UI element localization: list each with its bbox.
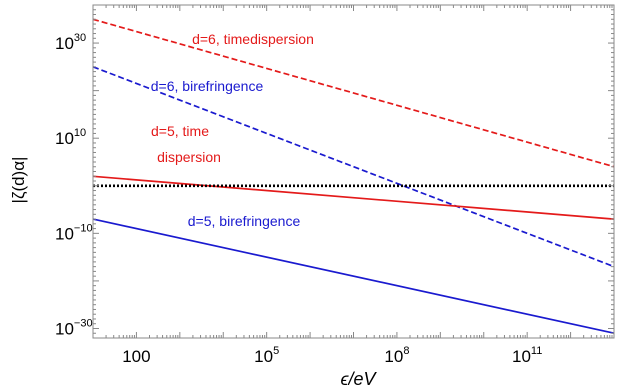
y-tick-label: 10−30	[55, 317, 93, 338]
annotation-label: d=6, timedispersion	[192, 31, 314, 47]
series-line-3	[92, 218, 615, 335]
y-ticks: 1030 1010 10−10 10−30	[55, 4, 614, 339]
x-tick-label: 100	[122, 347, 150, 366]
series-layer	[92, 18, 615, 335]
annotation-label: d=6, birefringence	[151, 78, 264, 94]
series-line-0	[92, 18, 615, 168]
annotation-layer: d=6, timedispersion d=6, birefringence d=5…	[149, 29, 316, 231]
x-tick-label: 1011	[512, 345, 542, 366]
y-axis-label: |ζ(d)α|	[9, 157, 28, 204]
x-axis-label: ϵ/eV	[341, 369, 378, 389]
x-tick-label: 105	[254, 345, 279, 366]
annotation-label: dispersion	[157, 149, 221, 165]
y-tick-label: 1010	[55, 127, 86, 148]
annotation-label: d=5, birefringence	[188, 213, 301, 229]
y-tick-label: 1030	[55, 32, 86, 53]
x-tick-label: 108	[384, 345, 409, 366]
plot-frame	[92, 4, 615, 339]
series-line-1	[92, 66, 615, 268]
annotation-label: d=5, time	[151, 123, 209, 139]
series-line-2	[92, 175, 615, 220]
y-tick-label: 10−10	[55, 222, 93, 243]
